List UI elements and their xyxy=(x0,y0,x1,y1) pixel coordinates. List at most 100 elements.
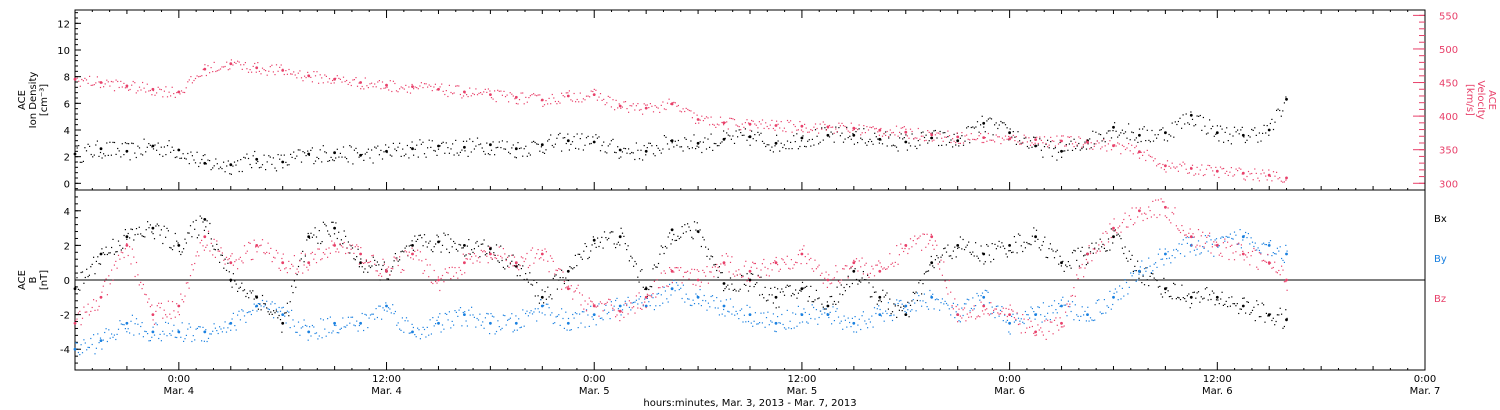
by-texture-point xyxy=(677,284,679,286)
density-texture-point xyxy=(1068,143,1070,145)
bz-texture-point xyxy=(743,265,745,267)
velocity-texture-point xyxy=(816,127,818,130)
bz-texture-point xyxy=(569,288,571,290)
by-texture-point xyxy=(628,306,630,308)
bz-texture-point xyxy=(349,244,351,246)
velocity-texture-point xyxy=(642,113,644,115)
bz-texture-point xyxy=(500,255,502,257)
velocity-texture-point xyxy=(128,89,130,91)
velocity-texture-point xyxy=(780,121,782,123)
velocity-texture-point xyxy=(1134,147,1136,149)
velocity-texture-point xyxy=(663,108,665,110)
velocity-texture-point xyxy=(534,94,536,96)
bz-texture-point xyxy=(977,315,979,317)
bz-texture-point xyxy=(592,303,594,305)
bz-texture-point xyxy=(421,260,423,262)
density-texture-point xyxy=(528,152,530,154)
bz-texture-point xyxy=(1236,243,1238,245)
bx-texture-point xyxy=(1042,241,1044,243)
by-texture-point xyxy=(570,329,572,331)
by-texture-point xyxy=(317,338,319,340)
bz-texture-point xyxy=(561,288,563,290)
bx-texture-point xyxy=(631,257,633,259)
velocity-texture-point xyxy=(255,71,257,73)
by-texture-point xyxy=(1213,255,1215,257)
velocity-texture-point xyxy=(542,105,544,107)
bx-texture-point xyxy=(585,245,588,248)
velocity-texture-point xyxy=(637,103,639,105)
bz-texture-point xyxy=(1173,213,1175,215)
bz-texture-point xyxy=(408,251,410,253)
velocity-texture-point xyxy=(1181,165,1183,167)
bz-texture-point xyxy=(369,260,372,263)
velocity-texture-point xyxy=(330,82,332,84)
bz-texture-point xyxy=(374,263,376,265)
bx-texture-point xyxy=(183,248,185,250)
bz-texture-point xyxy=(961,317,963,319)
density-texture-point xyxy=(275,170,278,172)
bz-texture-point xyxy=(777,264,779,266)
bz-texture-point xyxy=(1142,219,1144,222)
bz-texture-point xyxy=(306,266,308,268)
bx-texture-point xyxy=(1161,296,1164,298)
density-texture-point xyxy=(185,158,187,160)
by-texture-point xyxy=(1008,331,1010,333)
bx-texture-point xyxy=(800,290,802,292)
y-tick-label: 2 xyxy=(64,241,70,252)
bx-texture-point xyxy=(1283,325,1285,328)
bx-texture-point xyxy=(558,279,560,281)
bx-data-point xyxy=(1008,244,1011,247)
density-texture-point xyxy=(668,148,670,150)
by-texture-point xyxy=(180,336,182,338)
by-texture-point xyxy=(447,319,449,321)
bz-texture-point xyxy=(98,305,100,307)
density-texture-point xyxy=(1148,139,1150,141)
density-texture-point xyxy=(875,136,877,138)
by-texture-point xyxy=(1092,319,1094,322)
by-texture-point xyxy=(980,295,982,297)
bx-texture-point xyxy=(159,234,161,236)
velocity-texture-point xyxy=(123,82,125,84)
bx-texture-point xyxy=(655,266,657,268)
x-tick-time: 0:00 xyxy=(583,374,605,385)
bx-texture-point xyxy=(875,291,877,293)
bx-texture-point xyxy=(706,255,708,257)
bz-texture-point xyxy=(1170,222,1172,224)
velocity-texture-point xyxy=(327,81,329,83)
velocity-texture-point xyxy=(1163,168,1165,171)
bz-texture-point xyxy=(527,266,529,269)
y-tick-label: 2 xyxy=(64,153,70,164)
density-texture-point xyxy=(656,145,658,147)
bz-texture-point xyxy=(149,306,151,308)
bz-texture-point xyxy=(674,267,676,269)
bz-texture-point xyxy=(1137,216,1139,218)
bz-texture-point xyxy=(675,267,678,269)
velocity-texture-point xyxy=(180,90,183,92)
by-texture-point xyxy=(430,333,432,335)
bz-texture-point xyxy=(759,276,761,278)
density-texture-point xyxy=(852,133,854,135)
velocity-texture-point xyxy=(710,116,712,118)
density-texture-point xyxy=(251,167,253,169)
by-texture-point xyxy=(293,325,295,327)
bz-texture-point xyxy=(296,268,298,270)
by-texture-point xyxy=(1017,317,1020,319)
by-texture-point xyxy=(266,300,268,302)
bz-texture-point xyxy=(680,267,682,269)
bx-texture-point xyxy=(1177,296,1179,298)
bx-texture-point xyxy=(151,231,153,233)
bz-texture-point xyxy=(959,315,961,317)
bz-texture-point xyxy=(753,262,755,265)
bz-texture-point xyxy=(850,266,852,268)
density-texture-point xyxy=(902,138,904,140)
density-texture-point xyxy=(640,149,642,151)
density-texture-point xyxy=(318,158,320,160)
velocity-texture-point xyxy=(902,127,904,129)
bz-data-point xyxy=(748,269,752,273)
velocity-texture-point xyxy=(646,104,648,106)
by-texture-point xyxy=(633,301,635,304)
velocity-texture-point xyxy=(249,69,251,71)
bz-texture-point xyxy=(1199,245,1201,247)
by-texture-point xyxy=(579,313,581,315)
by-texture-point xyxy=(345,326,347,328)
